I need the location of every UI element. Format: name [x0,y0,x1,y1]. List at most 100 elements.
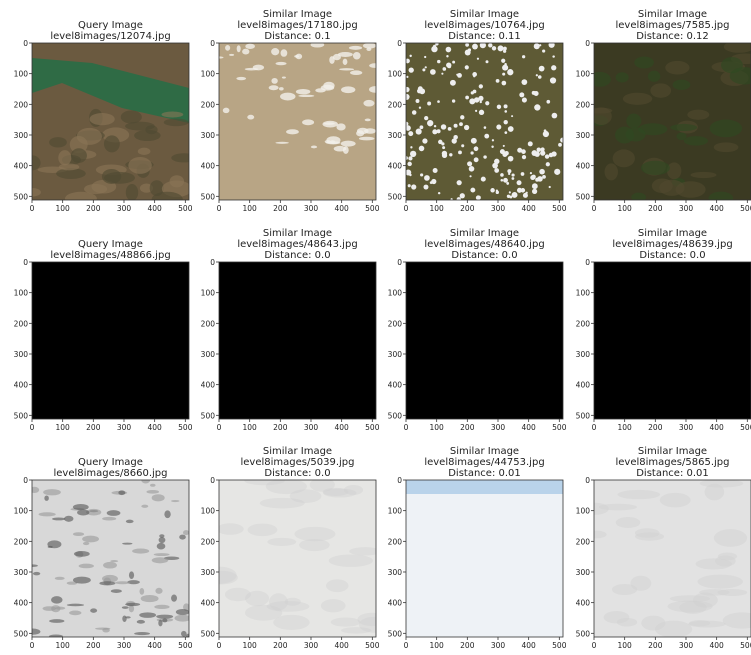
cloud-shadow [159,534,165,538]
haze [330,617,361,627]
haze [692,592,718,608]
cloud-shadow [125,602,141,607]
y-tick-label: 0 [585,258,590,267]
river [32,58,189,123]
cloud-dot [508,172,511,176]
terrain [134,129,161,142]
cloud-shadow [171,594,178,602]
cloud-dot [517,147,523,153]
panel-title: Similar Image [263,228,332,239]
y-tick-label: 400 [576,381,591,390]
y-tick-label: 100 [388,70,403,79]
snow [302,119,315,126]
cloud-dot [521,79,528,85]
axes-frame [218,479,377,638]
terrain [120,110,142,124]
panel-title: Distance: 0.12 [636,31,709,42]
x-tick-label: 500 [365,641,380,650]
snow [245,43,255,49]
cloud-dot [497,45,504,52]
cloud-dot [420,173,424,177]
cloud-dot [543,129,547,133]
image-bg [219,480,376,637]
cloud-shadow [122,542,133,545]
panel-title: level8images/8660.jpg [54,468,168,479]
x-tick-label: 300 [491,423,506,432]
snow [222,107,230,114]
cloud-dot [535,177,540,182]
cloud-dot [463,124,470,131]
cloud-dot [531,150,538,156]
cloud-shadow [127,580,140,585]
cloud-dot [459,193,465,199]
y-tick-label: 500 [576,629,591,638]
haze [688,620,711,627]
image [594,480,751,637]
cloud-dot [456,180,462,186]
haze [616,617,638,627]
cloud-dot [540,147,545,152]
cloud-dot [453,134,458,140]
axes-frame [593,479,751,638]
y-tick-label: 200 [14,319,29,328]
cloud-shadow [99,581,116,586]
cloud-dot [473,97,480,103]
y-tick-label: 100 [14,289,29,298]
haze [294,526,336,542]
terrain [125,184,139,200]
cloud-dot [480,176,486,182]
cloud-dot [560,137,563,143]
y-tick-label: 200 [576,100,591,109]
cloud-dot [436,129,441,134]
terrain [171,153,189,163]
snow [339,68,355,71]
cloud-dot [475,195,481,200]
y-tick-label: 400 [201,599,216,608]
snow [362,43,376,49]
cloud-shadow [128,604,135,613]
x-tick-label: 500 [552,423,567,432]
x-tick-label: 400 [147,204,162,213]
cloud-dot [502,46,507,51]
cloud-shadow [43,489,61,496]
cloud-dot [411,184,417,190]
haze [634,532,665,541]
haze [269,593,288,611]
cloud-dot [431,45,438,53]
cloud-dot [424,175,430,181]
cloud-dot [460,115,465,120]
cloud-dot [437,59,441,64]
cloud-shadow [141,480,151,484]
cloud-shadow [125,519,134,524]
panel-title: Query Image [78,457,143,468]
y-tick-label: 500 [576,411,591,420]
y-tick-label: 200 [388,100,403,109]
cloud-dot [525,191,528,194]
x-tick-label: 400 [521,204,536,213]
y-tick-label: 0 [210,476,215,485]
cloud-dot [442,146,446,150]
image [32,43,189,200]
y-tick-label: 200 [576,319,591,328]
terrain [622,92,653,105]
cloud-dot [470,187,476,193]
cloud-dot [408,131,414,137]
panel-title: Query Image [78,20,143,31]
axes-frame [31,261,190,420]
cloud-dot [507,155,514,162]
x-tick-label: 400 [334,204,349,213]
cloud-shadow [118,490,126,496]
haze [219,566,237,584]
haze [341,627,372,634]
x-tick-label: 100 [618,641,633,650]
x-tick-label: 0 [217,641,222,650]
snow [229,53,235,56]
cloud-dot [539,168,545,175]
terrain [137,147,151,155]
cloud-shadow [170,499,180,503]
haze [697,574,744,589]
y-tick-label: 100 [576,507,591,516]
cloud-dot [488,43,493,48]
y-tick-label: 100 [388,507,403,516]
